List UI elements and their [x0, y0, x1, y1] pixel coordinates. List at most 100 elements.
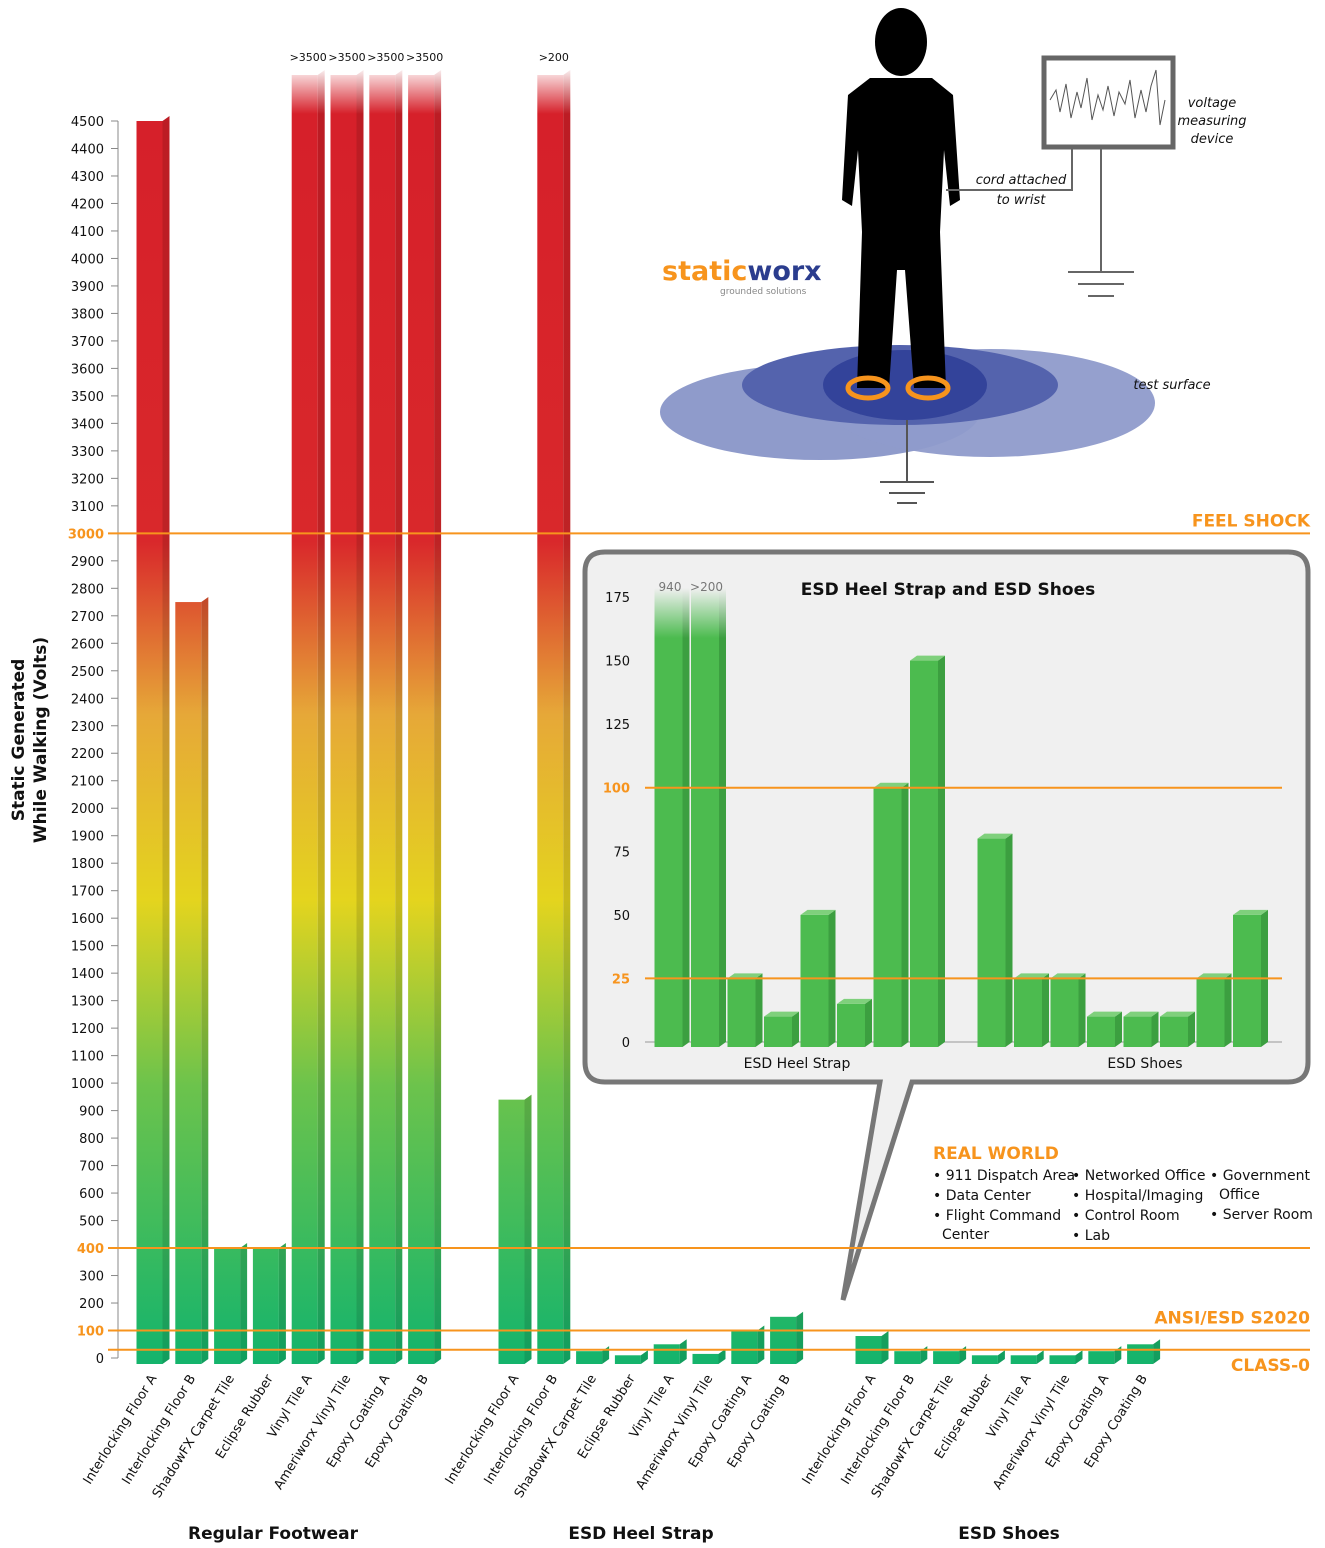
bar: [691, 588, 719, 1047]
y-tick-label: 1100: [71, 1050, 104, 1065]
bar-shade: [395, 70, 403, 1364]
bar-shade: [240, 1243, 248, 1364]
bar-top: [252, 1243, 286, 1249]
bar-shade: [278, 1243, 286, 1364]
bar-top: [136, 116, 170, 121]
real-world-item: • Networked Office: [1072, 1168, 1205, 1184]
real-world-item: • Government: [1210, 1168, 1311, 1184]
inset-y-tick-label: 75: [613, 845, 630, 860]
x-tick-label: Interlocking Floor B: [119, 1372, 199, 1487]
reference-label: ANSI/ESD S2020: [1154, 1309, 1310, 1329]
y-tick-label: 1300: [71, 995, 104, 1010]
x-tick-label: Interlocking Floor B: [838, 1372, 918, 1487]
bar-top: [764, 1011, 799, 1017]
bar: [1233, 914, 1261, 1047]
y-tick-label: 300: [79, 1270, 104, 1285]
y-tick-label: 2500: [71, 665, 104, 680]
y-tick-label: 1400: [71, 967, 104, 982]
value-label: >3500: [367, 51, 404, 64]
y-tick-label: 2300: [71, 720, 104, 735]
bar-side: [796, 1311, 804, 1364]
bar-top: [1127, 1339, 1161, 1345]
y-tick-label: 2800: [71, 582, 104, 597]
y-tick-label: 3200: [71, 472, 104, 487]
bar: [175, 602, 202, 1364]
bar: [330, 75, 357, 1364]
bar: [576, 1351, 603, 1364]
inset-title: ESD Heel Strap and ESD Shoes: [801, 580, 1095, 600]
y-tick-label: 0: [96, 1352, 104, 1367]
reference-label: FEEL SHOCK: [1192, 511, 1311, 531]
bar-fade: [535, 66, 573, 114]
y-axis-label: Static Generated: [9, 659, 29, 822]
y-tick-label: 600: [79, 1187, 104, 1202]
y-tick-label: 3900: [71, 280, 104, 295]
bar-shade: [881, 1331, 889, 1364]
bar-top: [731, 1325, 765, 1331]
y-tick-label: 3800: [71, 307, 104, 322]
bar-fade: [329, 66, 366, 114]
y-tick-label: 200: [79, 1297, 104, 1312]
y-tick-label: 2000: [71, 802, 104, 817]
y-tick-label: 3500: [71, 390, 104, 405]
bar-side: [240, 1243, 248, 1364]
y-tick-label: 4500: [71, 115, 104, 130]
bar-top: [498, 1094, 532, 1100]
inset-y-tick-label: 125: [605, 718, 630, 733]
bar: [1088, 1351, 1115, 1364]
group-label: ESD Shoes: [958, 1524, 1060, 1544]
bar-top: [1087, 1011, 1122, 1017]
bar-side: [1078, 973, 1086, 1047]
real-world-item: • Lab: [1072, 1228, 1110, 1244]
x-tick-label: Interlocking Floor A: [443, 1372, 523, 1487]
y-tick-label: 700: [79, 1160, 104, 1175]
bar: [770, 1316, 797, 1364]
logo-part: worx: [747, 256, 821, 287]
bar-fade: [689, 588, 730, 638]
y-tick-label: 1500: [71, 940, 104, 955]
y-tick-label: 4300: [71, 170, 104, 185]
y-tick-label: 400: [77, 1242, 104, 1257]
bar-side: [757, 1325, 765, 1364]
bar: [971, 1355, 998, 1364]
bar-top: [1123, 1011, 1159, 1017]
bar-side: [395, 70, 403, 1364]
bar: [800, 914, 829, 1047]
bar-shade: [1036, 1350, 1044, 1364]
logo: staticworx: [662, 256, 822, 287]
bar-shade: [1153, 1339, 1161, 1364]
bar-side: [563, 70, 571, 1364]
y-tick-label: 1900: [71, 830, 104, 845]
bar: [977, 838, 1006, 1047]
person-head: [875, 8, 927, 76]
y-tick-label: 900: [79, 1105, 104, 1120]
inset-y-tick-label: 100: [603, 782, 630, 797]
bar: [654, 588, 683, 1047]
bar-shade: [563, 70, 571, 1364]
y-tick-label: 100: [77, 1325, 104, 1340]
y-tick-label: 1200: [71, 1022, 104, 1037]
bar: [1010, 1355, 1037, 1364]
bar-top: [175, 597, 209, 603]
y-tick-label: 4200: [71, 197, 104, 212]
bar-side: [1075, 1350, 1083, 1364]
bar: [1087, 1016, 1115, 1047]
y-tick-label: 1800: [71, 857, 104, 872]
bar: [1014, 978, 1042, 1047]
bar-side: [1115, 1011, 1122, 1047]
inset-y-tick-label: 175: [605, 591, 630, 606]
value-label: >3500: [406, 51, 443, 64]
bar-side: [1151, 1011, 1159, 1047]
bar-shade: [162, 116, 170, 1364]
bar-top: [1160, 1011, 1195, 1017]
bar-top: [770, 1311, 804, 1317]
bar: [727, 978, 756, 1047]
inset-y-tick-label: 25: [612, 972, 630, 987]
bar-top: [800, 909, 836, 915]
bar-top: [977, 833, 1013, 839]
bar-fade: [653, 588, 693, 638]
bar-side: [356, 70, 364, 1364]
bar-top: [1049, 1350, 1083, 1356]
bar: [252, 1248, 279, 1364]
real-world-item: • Data Center: [933, 1188, 1031, 1204]
